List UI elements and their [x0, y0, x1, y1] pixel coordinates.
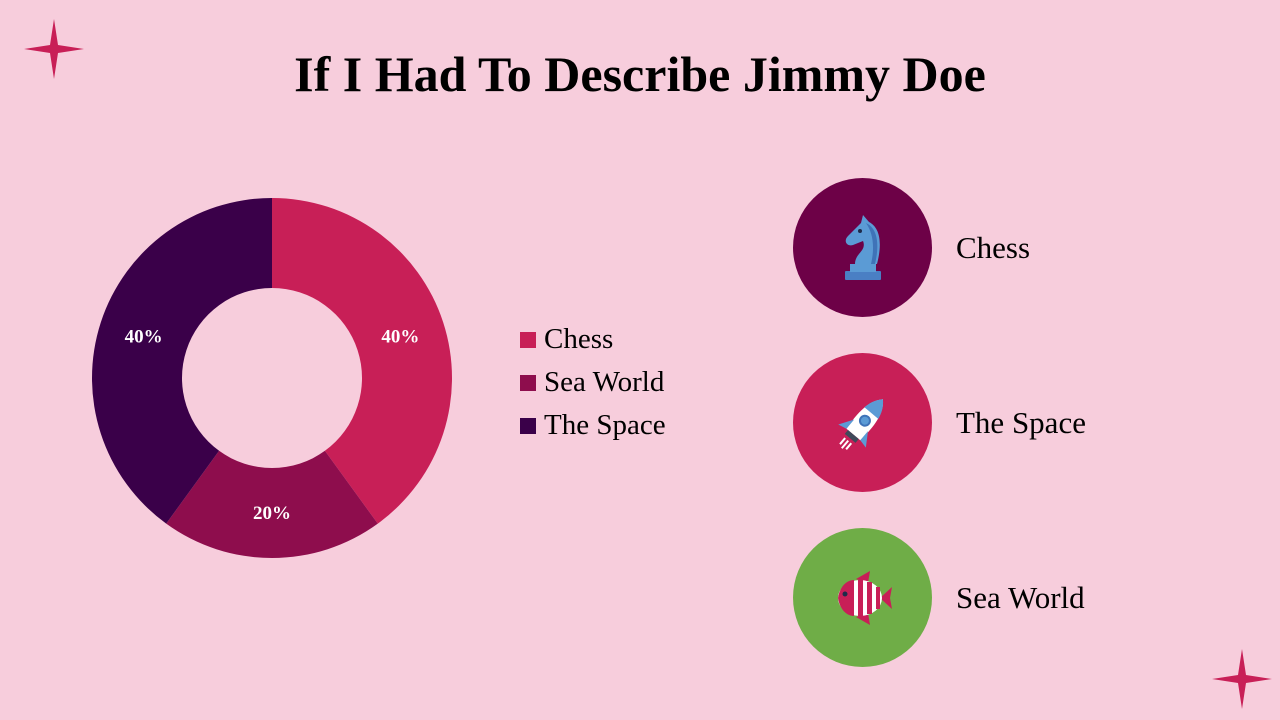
- page-title: If I Had To Describe Jimmy Doe: [294, 46, 986, 102]
- legend-label: The Space: [544, 409, 666, 441]
- donut-data-label: 40%: [125, 326, 163, 347]
- icon-row-label: Sea World: [956, 579, 1085, 615]
- icon-circle: [793, 353, 932, 492]
- icon-circle: [793, 178, 932, 317]
- icon-row-label: The Space: [956, 404, 1086, 440]
- legend-swatch: [520, 331, 536, 348]
- icon-row-sea-world: Sea World: [793, 528, 1085, 667]
- legend-swatch: [520, 417, 536, 434]
- legend-item-sea-world: Sea World: [520, 361, 666, 404]
- donut-chart: 40% 20% 40%: [92, 198, 452, 558]
- rocket-icon: [837, 398, 883, 450]
- legend-item-chess: Chess: [520, 318, 666, 361]
- donut-slice-the-space: [92, 198, 272, 524]
- legend-label: Chess: [544, 323, 614, 355]
- chart-legend: Chess Sea World The Space: [520, 318, 666, 447]
- star-bottom-right-icon: [1212, 649, 1272, 709]
- legend-swatch: [520, 374, 536, 391]
- icon-row-the-space: The Space: [793, 353, 1086, 492]
- legend-item-the-space: The Space: [520, 404, 666, 447]
- donut-data-label: 20%: [253, 503, 291, 524]
- star-top-left-icon: [24, 19, 84, 79]
- fish-icon: [837, 570, 892, 625]
- icon-circle: [793, 528, 932, 667]
- legend-label: Sea World: [544, 366, 665, 398]
- icon-row-chess: Chess: [793, 178, 1030, 317]
- donut-data-label: 40%: [381, 326, 419, 347]
- icon-row-label: Chess: [956, 229, 1031, 265]
- donut-slice-chess: [272, 198, 452, 524]
- chess-knight-icon: [844, 214, 881, 280]
- donut-slice-sea-world: [166, 450, 378, 558]
